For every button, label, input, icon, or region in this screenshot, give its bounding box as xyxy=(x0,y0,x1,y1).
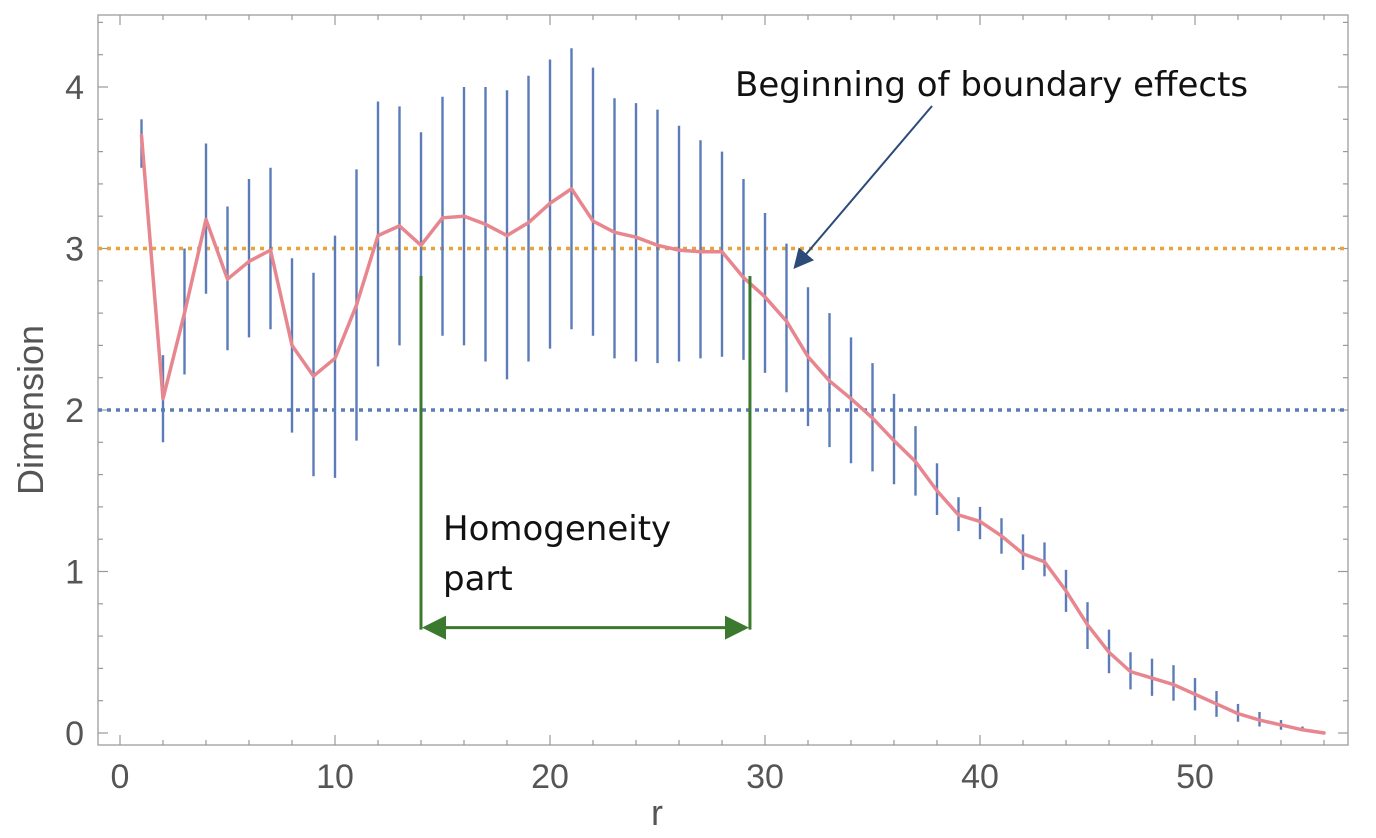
y-tick-label: 3 xyxy=(65,231,84,269)
tick-labels: 0 10 20 30 40 50 0 1 2 3 4 xyxy=(65,69,1214,796)
x-axis-title: r xyxy=(651,792,663,833)
y-tick-label: 0 xyxy=(65,715,84,753)
boundary-effects-arrow xyxy=(793,105,933,270)
y-tick-label: 4 xyxy=(65,69,84,107)
mean-line xyxy=(139,133,1326,735)
error-bars xyxy=(140,48,1326,733)
plot-frame xyxy=(97,14,1349,746)
y-axis-title: Dimension xyxy=(10,325,51,495)
y-tick-label: 1 xyxy=(65,554,84,592)
annotations: Beginning of boundary effects Homogeneit… xyxy=(419,65,1248,640)
homogeneity-label-line1: Homogeneity xyxy=(443,509,671,549)
mean-line-group xyxy=(139,133,1326,735)
axis-ticks xyxy=(98,15,1348,745)
x-tick-label: 40 xyxy=(961,758,999,796)
x-tick-label: 50 xyxy=(1176,758,1214,796)
x-tick-label: 10 xyxy=(316,758,354,796)
x-tick-label: 30 xyxy=(746,758,784,796)
x-tick-label: 20 xyxy=(531,758,569,796)
homogeneity-label-line2: part xyxy=(443,559,513,599)
y-tick-label: 2 xyxy=(65,392,84,430)
homogeneity-bracket xyxy=(419,275,752,640)
boundary-effects-label: Beginning of boundary effects xyxy=(735,65,1248,105)
x-tick-label: 0 xyxy=(111,758,130,796)
